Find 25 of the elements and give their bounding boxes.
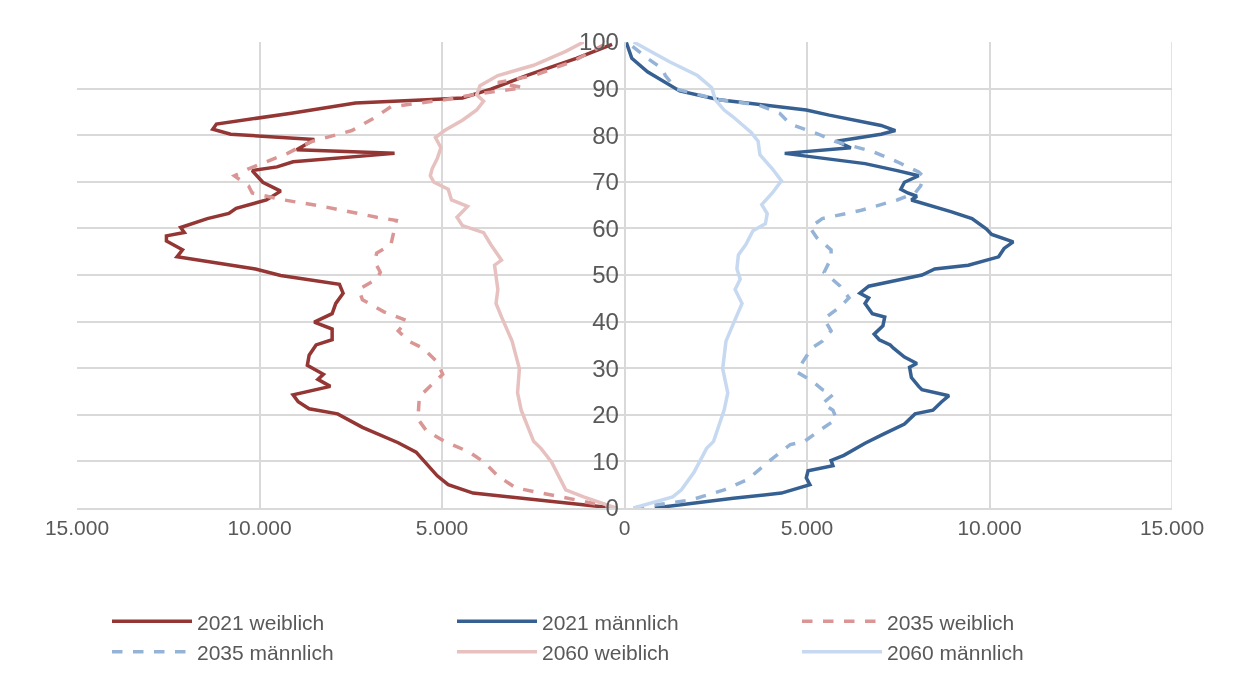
line-series [624, 42, 1015, 508]
y-tick-label: 60 [592, 214, 619, 242]
legend-label: 2021 weiblich [197, 610, 325, 634]
y-tick-label: 80 [592, 121, 619, 149]
y-tick-label: 20 [592, 401, 619, 429]
y-tick-label: 10 [592, 447, 619, 475]
y-tick-label: 0 [605, 494, 619, 522]
x-tick-label: 15.000 [44, 515, 110, 539]
legend-label: 2060 männlich [887, 640, 1024, 664]
legend-label: 2021 männlich [542, 610, 679, 634]
y-tick-label: 100 [578, 28, 619, 56]
legend-label: 2060 weiblich [542, 640, 670, 664]
x-tick-label: 15.000 [1139, 515, 1205, 539]
y-tick-label: 90 [592, 75, 619, 102]
y-tick-label: 50 [592, 261, 619, 289]
line-series [631, 42, 784, 508]
y-tick-label: 70 [592, 168, 619, 196]
x-tick-label: 5.000 [415, 515, 469, 539]
y-tick-label: 40 [592, 308, 619, 335]
x-tick-label: 10.000 [227, 515, 292, 539]
x-tick-label: 10.000 [957, 515, 1022, 539]
legend-label: 2035 weiblich [887, 610, 1015, 634]
x-tick-label: 5.000 [780, 515, 834, 539]
y-tick-label: 30 [592, 354, 619, 382]
legend-label: 2035 männlich [197, 640, 334, 664]
